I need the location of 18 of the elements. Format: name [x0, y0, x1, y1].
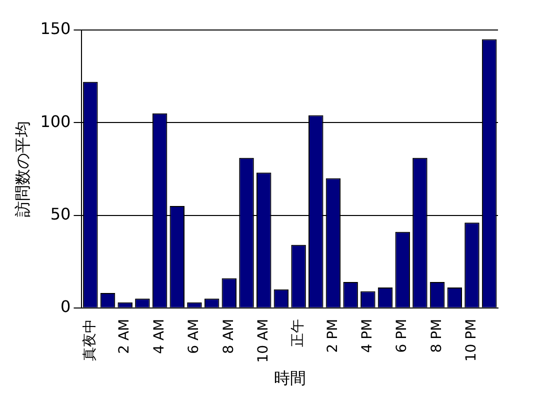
- x-tick-label: 6 AM: [186, 318, 202, 354]
- x-tick-label: 8 AM: [220, 318, 237, 354]
- x-tick-label: 真夜中: [82, 318, 98, 361]
- x-tick-label: 10 PM: [464, 318, 480, 362]
- x-tick-label: 10 AM: [255, 318, 272, 363]
- x-tick-label: 2 PM: [324, 318, 341, 353]
- x-tick-label: 6 PM: [394, 318, 410, 353]
- y-tick-label: 0: [60, 297, 71, 316]
- x-tick-label: 4 AM: [151, 318, 168, 354]
- y-tick-label: 150: [40, 19, 71, 38]
- y-tick-label: 50: [50, 204, 71, 224]
- x-tick-label: 4 PM: [360, 318, 376, 353]
- y-axis-title: 訪問数の平均: [12, 120, 32, 217]
- y-tick-label: 100: [40, 112, 71, 131]
- x-tick-label: 8 PM: [428, 318, 445, 353]
- x-tick-label: 2 AM: [116, 318, 133, 354]
- x-axis-title: 時間: [274, 368, 306, 388]
- x-tick-label: 正午: [290, 318, 306, 347]
